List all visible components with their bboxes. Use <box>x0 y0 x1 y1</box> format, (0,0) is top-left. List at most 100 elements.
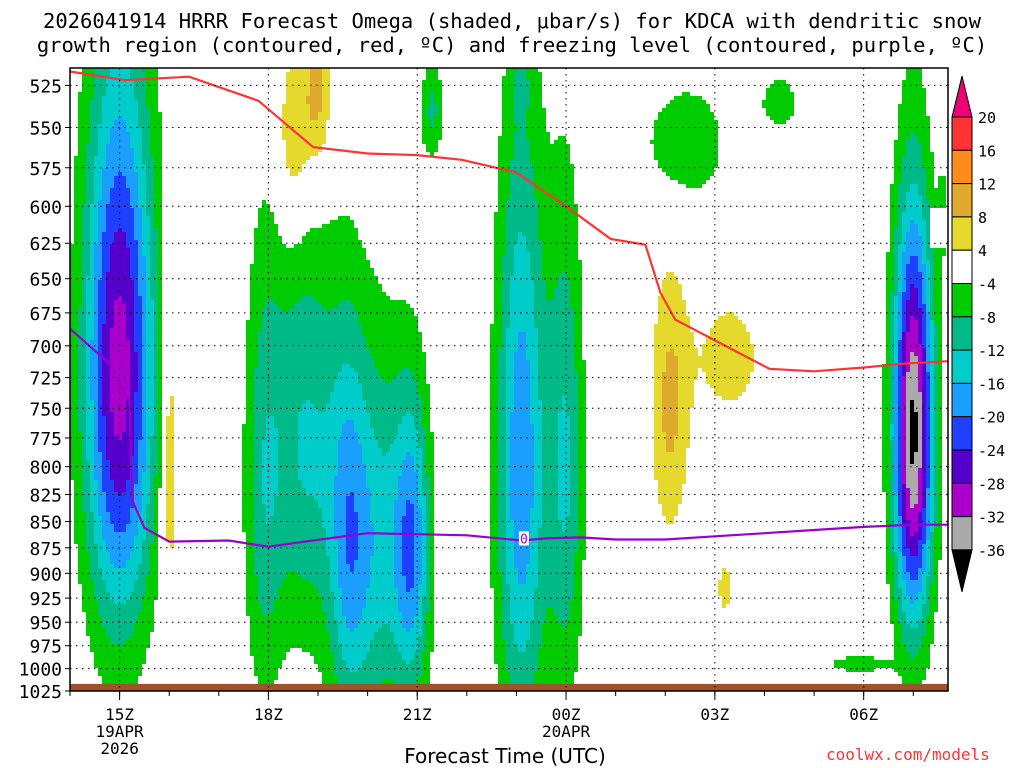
omega-cell <box>526 72 542 76</box>
omega-cell <box>502 120 514 124</box>
omega-cell <box>934 488 938 492</box>
omega-cell <box>894 480 898 484</box>
omega-cell <box>98 668 142 672</box>
omega-cell <box>894 536 898 540</box>
omega-cell <box>330 400 366 404</box>
omega-cell <box>430 580 434 584</box>
omega-cell <box>102 572 138 576</box>
omega-cell <box>94 192 102 196</box>
omega-cell <box>166 440 174 444</box>
omega-cell <box>906 264 918 268</box>
omega-cell <box>318 664 334 668</box>
omega-cell <box>102 240 114 244</box>
omega-cell <box>138 468 146 472</box>
omega-cell <box>510 488 534 492</box>
omega-cell <box>570 496 578 500</box>
omega-cell <box>102 516 110 520</box>
omega-cell <box>898 272 902 276</box>
omega-cell <box>506 480 510 484</box>
omega-cell <box>514 408 530 412</box>
omega-cell <box>538 208 578 212</box>
omega-cell <box>94 248 102 252</box>
omega-cell <box>94 276 102 280</box>
omega-cell <box>102 468 110 472</box>
omega-cell <box>330 392 362 396</box>
omega-cell <box>902 456 906 460</box>
omega-cell <box>566 528 578 532</box>
omega-cell <box>262 604 274 608</box>
omega-cell <box>506 216 538 220</box>
omega-cell <box>538 392 578 396</box>
omega-cell <box>86 528 94 532</box>
omega-cell <box>926 632 934 636</box>
omega-cell <box>930 528 934 532</box>
omega-cell <box>922 432 926 436</box>
omega-cell <box>326 408 366 412</box>
omega-cell <box>370 508 394 512</box>
omega-cell <box>422 92 430 96</box>
omega-cell <box>146 588 158 592</box>
omega-cell <box>430 92 434 96</box>
omega-cell <box>918 368 922 372</box>
omega-cell <box>366 400 422 404</box>
omega-cell <box>154 212 162 216</box>
omega-cell <box>510 184 534 188</box>
omega-cell <box>154 376 158 380</box>
omega-cell <box>938 444 942 448</box>
omega-cell <box>262 312 358 316</box>
omega-cell <box>930 432 934 436</box>
omega-cell <box>242 520 254 524</box>
omega-cell <box>890 444 894 448</box>
omega-cell <box>306 400 310 404</box>
omega-cell <box>114 176 126 180</box>
omega-cell <box>934 256 942 260</box>
omega-cell <box>514 392 530 396</box>
omega-cell <box>918 548 922 552</box>
colorbar-under-arrow <box>951 549 973 593</box>
omega-cell <box>242 436 254 440</box>
omega-cell <box>490 420 498 424</box>
omega-cell <box>86 516 94 520</box>
omega-cell <box>662 404 678 408</box>
omega-cell <box>890 480 894 484</box>
omega-cell <box>154 316 158 320</box>
omega-cell <box>246 592 258 596</box>
omega-cell <box>74 532 86 536</box>
omega-cell <box>542 240 578 244</box>
omega-cell <box>546 620 558 624</box>
omega-cell <box>902 476 906 480</box>
omega-cell <box>934 532 942 536</box>
omega-cell <box>534 612 546 616</box>
omega-cell <box>422 88 442 92</box>
omega-cell <box>574 324 582 328</box>
omega-cell <box>138 616 154 620</box>
omega-cell <box>82 476 90 480</box>
omega-cell <box>534 596 574 600</box>
omega-cell <box>546 288 554 292</box>
omega-cell <box>310 116 318 120</box>
omega-cell <box>146 336 154 340</box>
omega-cell <box>158 272 162 276</box>
omega-cell <box>254 412 298 416</box>
omega-cell <box>894 336 898 340</box>
omega-cell <box>254 232 278 236</box>
omega-cell <box>422 96 430 100</box>
omega-cell <box>714 392 742 396</box>
omega-cell <box>402 420 414 424</box>
omega-cell <box>926 544 930 548</box>
omega-cell <box>322 104 330 108</box>
y-tick-label: 750 <box>29 399 62 420</box>
omega-cell <box>938 492 942 496</box>
omega-cell <box>426 76 438 80</box>
omega-cell <box>530 636 542 640</box>
omega-cell <box>90 644 118 648</box>
omega-cell <box>506 568 518 572</box>
omega-cell <box>886 264 894 268</box>
omega-cell <box>154 488 158 492</box>
omega-cell <box>898 316 902 320</box>
omega-cell <box>934 436 938 440</box>
omega-cell <box>362 456 406 460</box>
omega-cell <box>414 420 422 424</box>
omega-cell <box>926 368 930 372</box>
omega-cell <box>354 564 370 568</box>
